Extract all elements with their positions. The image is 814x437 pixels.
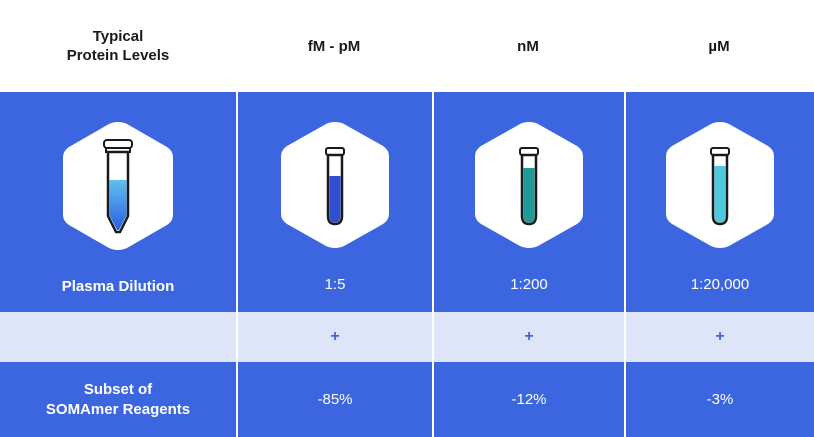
test-tube-icon	[325, 147, 345, 226]
dilution-value-fm-pm: 1:5	[324, 276, 346, 293]
subset-label-cell: Subset of SOMAmer Reagents	[0, 362, 236, 437]
hexagon-icon	[277, 118, 393, 252]
plus-icon: +	[432, 312, 624, 362]
test-tube-icon	[519, 147, 539, 226]
plasma-dilution-cell: Plasma Dilution	[0, 92, 236, 312]
dilution-cell-fm-pm: 1:5	[236, 92, 432, 312]
dilution-value-um: 1:20,000	[690, 276, 750, 293]
plus-icon: +	[624, 312, 814, 362]
subset-label-line1: Subset of	[83, 380, 153, 398]
header-um: µM	[708, 37, 730, 55]
plus-row-empty	[0, 312, 236, 362]
test-tube-icon	[710, 147, 730, 226]
subset-label-line2: SOMAmer Reagents	[45, 400, 191, 418]
subset-value-fm-pm: -85%	[236, 362, 432, 437]
hexagon-icon	[662, 118, 778, 252]
subset-value-um: -3%	[624, 362, 814, 437]
dilution-cell-um: 1:20,000	[624, 92, 814, 312]
hexagon-icon	[471, 118, 587, 252]
hexagon-icon	[59, 118, 177, 254]
dilution-cell-nm: 1:200	[432, 92, 624, 312]
dilution-value-nm: 1:200	[510, 276, 548, 293]
plus-icon: +	[236, 312, 432, 362]
header-protein-levels: Typical Protein Levels	[0, 0, 236, 92]
header-fm-pm: fM - pM	[307, 37, 361, 55]
subset-value-nm: -12%	[432, 362, 624, 437]
header-nm: nM	[517, 37, 539, 55]
header-protein-levels-line1: Typical	[92, 28, 144, 45]
header-protein-levels-line2: Protein Levels	[66, 47, 170, 64]
plasma-dilution-label: Plasma Dilution	[61, 278, 175, 295]
centrifuge-tube-icon	[103, 139, 133, 234]
